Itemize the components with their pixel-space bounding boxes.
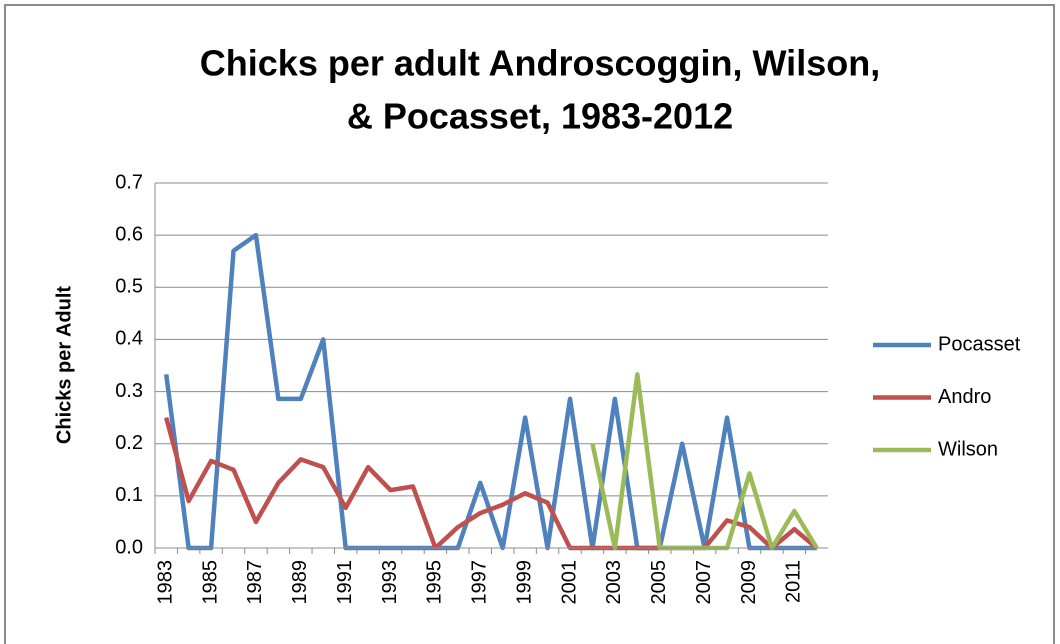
x-tick-label: 1997 bbox=[469, 560, 491, 605]
y-tick-label: 0.4 bbox=[115, 328, 143, 350]
x-tick-label: 2005 bbox=[648, 560, 670, 605]
y-tick-label: 0.1 bbox=[115, 484, 143, 506]
x-tick-label: 1983 bbox=[154, 560, 176, 605]
legend-label: Andro bbox=[938, 386, 991, 408]
x-tick-label: 1991 bbox=[334, 560, 356, 605]
legend-label: Pocasset bbox=[938, 333, 1021, 355]
series-line bbox=[163, 232, 817, 551]
x-tick-label: 1993 bbox=[379, 560, 401, 605]
y-tick-label: 0.7 bbox=[115, 171, 143, 193]
legend-label: Wilson bbox=[938, 438, 998, 460]
y-tick-label: 0.5 bbox=[115, 276, 143, 298]
chart-subtitle: & Pocasset, 1983-2012 bbox=[347, 96, 733, 137]
x-tick-label: 2007 bbox=[693, 560, 715, 605]
y-axis-label: Chicks per Adult bbox=[53, 286, 75, 445]
x-tick-label: 1995 bbox=[424, 560, 446, 605]
y-tick-label: 0.6 bbox=[115, 223, 143, 245]
x-tick-label: 1985 bbox=[199, 560, 221, 605]
x-tick-label: 2001 bbox=[558, 560, 580, 605]
y-tick-label: 0.3 bbox=[115, 380, 143, 402]
x-tick-label: 2003 bbox=[603, 560, 625, 605]
y-tick-label: 0.2 bbox=[115, 432, 143, 454]
series-line bbox=[164, 417, 819, 551]
chart-frame bbox=[4, 4, 1055, 644]
x-tick-label: 1989 bbox=[289, 560, 311, 605]
x-tick-label: 1999 bbox=[513, 560, 535, 605]
x-tick-label: 2009 bbox=[738, 560, 760, 605]
chart-title: Chicks per adult Androscoggin, Wilson, bbox=[200, 43, 880, 84]
x-tick-label: 2011 bbox=[783, 560, 805, 603]
x-tick-label: 1987 bbox=[244, 560, 266, 605]
y-tick-label: 0.0 bbox=[115, 536, 143, 558]
